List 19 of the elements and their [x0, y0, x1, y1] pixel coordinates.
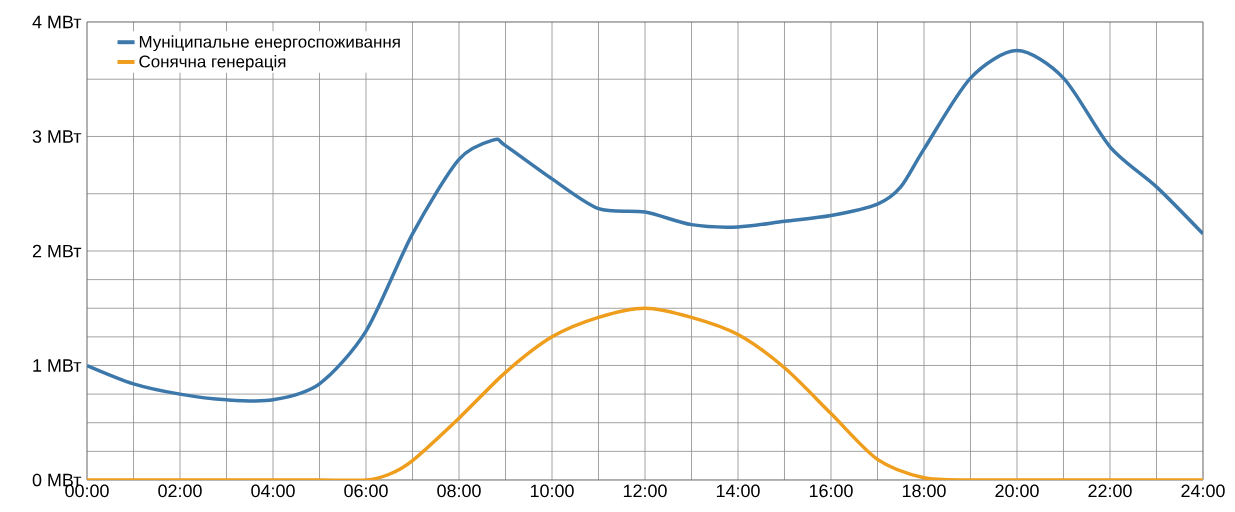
legend-label: Муніципальне енергоспоживання [139, 35, 400, 52]
x-tick-label: 12:00 [623, 484, 667, 498]
x-tick-label: 10:00 [530, 484, 574, 498]
y-tick-label: 1 МВт [33, 359, 82, 372]
y-tick-label: 2 МВт [32, 244, 82, 258]
y-tick-label: 3 МВт [32, 130, 82, 143]
x-tick-label: 06:00 [344, 484, 388, 498]
x-tick-label: 20:00 [995, 484, 1039, 498]
y-tick-label: 4 МВт [32, 15, 82, 29]
x-tick-label: 18:00 [902, 484, 946, 498]
x-tick-label: 16:00 [809, 484, 853, 498]
x-tick-label: 08:00 [437, 484, 481, 498]
x-tick-label: 14:00 [716, 484, 760, 498]
x-tick-label: 02:00 [158, 484, 202, 498]
x-tick-label: 04:00 [251, 484, 295, 498]
x-tick-label: 24:00 [1181, 484, 1225, 498]
legend-label: Сонячна генерація [139, 55, 286, 71]
x-tick-label: 22:00 [1088, 484, 1132, 498]
line-series [87, 306, 1203, 480]
